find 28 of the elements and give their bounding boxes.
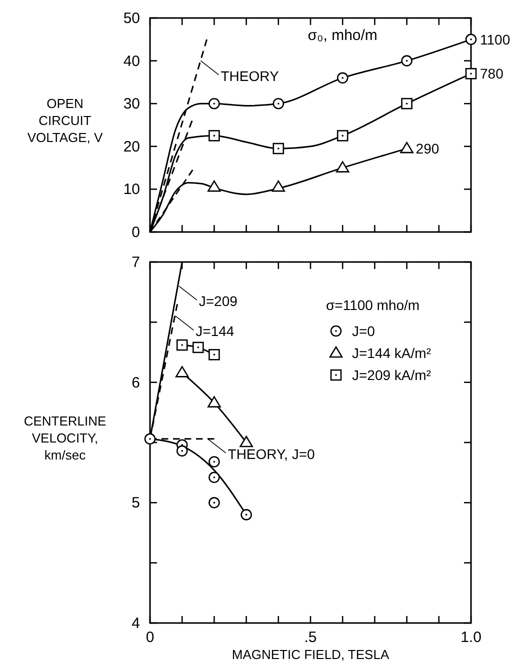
y-axis-title: CENTERLINE VELOCITY, km/sec [24,414,106,462]
y-tick-label: 30 [123,96,140,113]
x-tick-label: .5 [304,629,317,646]
y-axis-title: OPEN CIRCUIT VOLTAGE, V [27,96,104,145]
legend-label: 780 [480,66,504,82]
y-tick-label: 7 [132,254,140,271]
x-tick-label: 0 [146,629,154,646]
annotation: J=209 [198,293,238,310]
legend-label: J=0 [352,323,376,339]
legend-label: J=144 kA/m² [352,345,432,361]
y-tick-label: 0 [132,224,140,241]
annotation: J=144 [196,323,234,340]
x-tick-label: 1.0 [460,629,482,646]
legend-title: σ=1100 mho/m [326,297,420,313]
x-axis-title: MAGNETIC FIELD, TESLA [232,647,390,662]
y-tick-label: 50 [123,10,140,27]
annotation: THEORY, J=0 [228,446,316,462]
y-tick-label: 4 [132,615,140,632]
y-tick-label: 5 [132,494,140,512]
legend-label: J=209 kA/m² [352,367,432,383]
y-tick-label: 20 [123,138,140,156]
legend-title: σ₀, mho/m [308,27,378,44]
series-label: 290 [416,140,440,157]
y-tick-label: 40 [123,52,140,70]
y-tick-label: 6 [132,374,140,392]
legend-label: 1100 [480,31,510,48]
annotation: THEORY [220,68,280,84]
y-tick-label: 10 [123,181,140,198]
